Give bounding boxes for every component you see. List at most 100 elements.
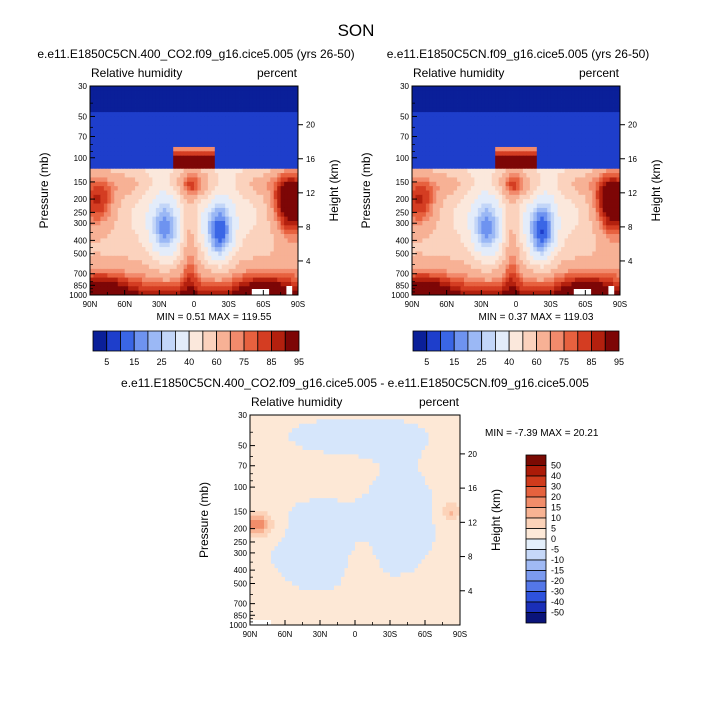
field-cell — [425, 177, 430, 183]
field-cell — [439, 229, 444, 235]
field-cell — [166, 94, 171, 100]
field-cell — [138, 86, 143, 91]
field-cell — [117, 160, 122, 165]
field-cell — [207, 142, 212, 148]
field-cell — [436, 129, 441, 135]
field-cell — [242, 177, 247, 183]
field-cell — [239, 281, 243, 287]
field-cell — [197, 103, 202, 109]
panel-left: e.e11.E1850C5CN.400_CO2.f09_g16.cice5.00… — [37, 47, 355, 323]
field-cell — [239, 103, 243, 109]
field-cell — [564, 155, 569, 161]
field-cell — [246, 155, 250, 161]
field-cell — [117, 94, 122, 100]
field-cell — [422, 129, 427, 135]
field-cell — [190, 286, 195, 292]
field-cell — [183, 142, 188, 148]
field-cell — [256, 151, 261, 157]
field-cell — [117, 112, 122, 117]
field-cell — [121, 103, 126, 109]
field-cell — [239, 129, 243, 135]
field-cell — [135, 160, 139, 165]
field-cell — [491, 129, 496, 135]
field-cell — [439, 199, 444, 204]
field-cell — [107, 212, 112, 218]
field-cell — [103, 251, 108, 257]
field-cell — [173, 160, 178, 165]
field-cell — [284, 194, 288, 200]
field-cell — [252, 281, 257, 287]
field-cell — [197, 129, 202, 135]
field-cell — [221, 142, 226, 148]
field-cell — [453, 203, 458, 209]
field-cell — [242, 238, 247, 244]
field-cell — [519, 186, 524, 191]
field-cell — [187, 277, 191, 283]
field-cell — [599, 190, 604, 196]
field-cell — [602, 99, 607, 104]
field-cell — [221, 242, 226, 248]
field-cell — [453, 225, 458, 231]
field-cell — [93, 151, 98, 157]
field-cell — [266, 242, 271, 248]
field-cell — [121, 173, 126, 178]
field-cell — [481, 112, 486, 117]
field-cell — [263, 120, 268, 126]
field-cell — [606, 86, 610, 91]
field-cell — [239, 112, 243, 117]
field-cell — [495, 146, 500, 152]
field-cell — [200, 199, 205, 204]
field-cell — [512, 107, 517, 113]
field-cell — [429, 90, 434, 96]
field-cell — [246, 94, 250, 100]
field-cell — [256, 142, 261, 148]
field-cell — [211, 151, 216, 157]
field-cell — [152, 190, 157, 196]
field-cell — [477, 116, 482, 122]
field-cell — [280, 173, 285, 178]
field-cell — [145, 155, 150, 161]
field-cell — [263, 99, 268, 104]
field-cell — [103, 286, 108, 292]
field-cell — [477, 229, 482, 235]
field-cell — [439, 107, 444, 113]
field-cell — [173, 251, 178, 257]
field-cell — [509, 103, 513, 109]
field-cell — [100, 238, 105, 244]
field-cell — [554, 173, 558, 178]
field-cell — [152, 225, 157, 231]
field-cell — [183, 251, 188, 257]
field-cell — [93, 273, 98, 278]
field-cell — [280, 142, 285, 148]
field-cell — [152, 181, 157, 187]
field-cell — [183, 212, 188, 218]
field-cell — [602, 212, 607, 218]
field-cell — [574, 151, 579, 157]
field-cell — [103, 225, 108, 231]
field-cell — [578, 146, 583, 152]
field-cell — [602, 164, 607, 170]
field-cell — [121, 229, 126, 235]
field-cell — [415, 142, 420, 148]
field-cell — [273, 286, 278, 292]
field-cell — [481, 216, 486, 222]
field-cell — [145, 177, 150, 183]
field-cell — [145, 203, 150, 209]
field-cell — [422, 173, 427, 178]
field-cell — [484, 186, 489, 191]
field-cell — [294, 129, 299, 135]
field-cell — [121, 216, 126, 222]
units-label: percent — [257, 66, 298, 80]
field-cell — [207, 220, 212, 226]
field-cell — [457, 190, 461, 196]
field-cell — [287, 277, 292, 283]
field-cell — [190, 173, 195, 178]
field-cell — [291, 216, 295, 222]
field-cell — [602, 225, 607, 231]
field-cell — [422, 94, 427, 100]
field-cell — [93, 260, 98, 265]
field-cell — [121, 86, 126, 91]
field-cell — [533, 120, 538, 126]
field-cell — [235, 99, 240, 104]
field-cell — [561, 220, 565, 226]
